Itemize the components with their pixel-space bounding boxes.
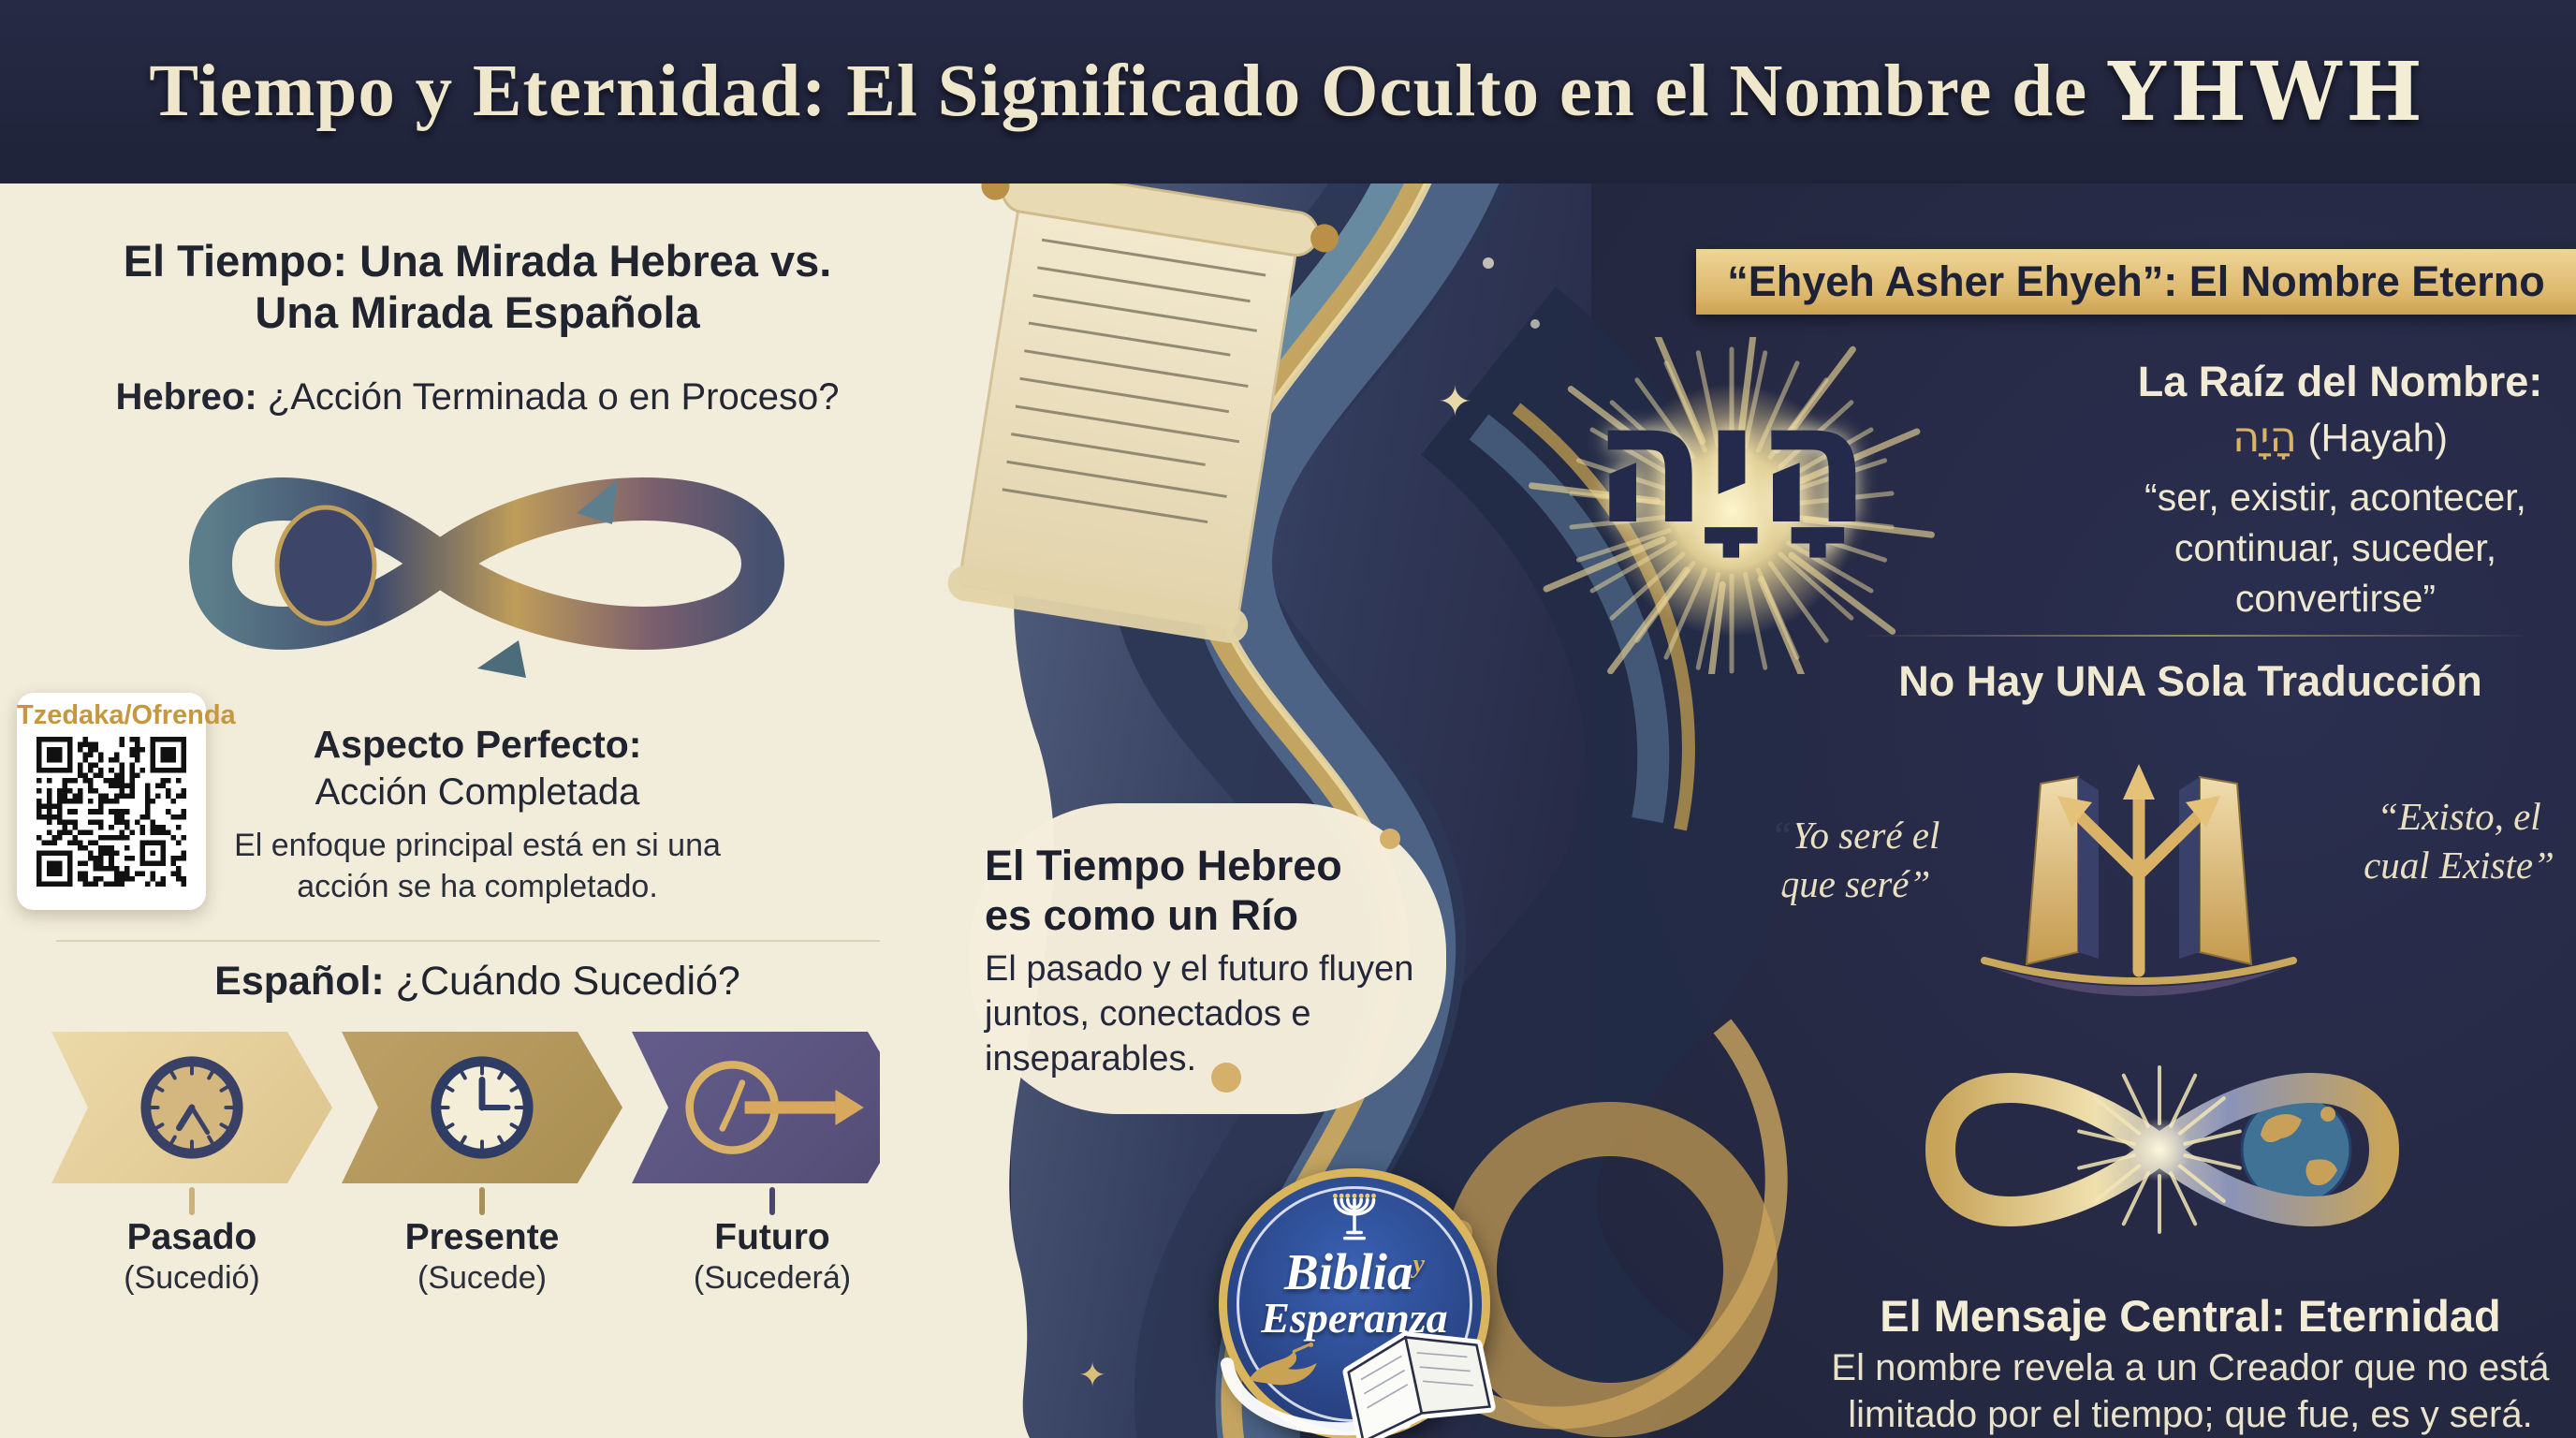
river-body: El pasado y el futuro fluyen juntos, con… [985, 949, 1414, 1078]
timeline-label-past: Pasado (Sucedió) [124, 1217, 260, 1296]
qr-card: Tzedaka/Ofrenda [17, 693, 236, 910]
dove-icon [1250, 1342, 1317, 1386]
qr-finder-patterns [37, 737, 186, 887]
timeline-label-present: Presente (Sucede) [404, 1217, 560, 1296]
heading-line2: Una Mirada Española [255, 286, 700, 337]
message-title: El Mensaje Central: Eternidad [1880, 1291, 2501, 1341]
horizontal-divider [56, 940, 899, 942]
header-bar: Tiempo y Eternidad: El Significado Ocult… [0, 0, 2576, 186]
ministry-logo-badge: Bibliay Esperanza [1219, 1168, 1496, 1438]
aspect-body: El enfoque principal está en si una acci… [234, 828, 721, 904]
qr-label: Tzedaka/Ofrenda [17, 700, 236, 730]
qr-code [37, 737, 186, 887]
timeline-chevron-present [342, 1032, 622, 1183]
hebrew-hayah-large: הָיָה [1592, 367, 1871, 561]
aspect-subtitle: Acción Completada [315, 771, 640, 813]
hebrew-hayah-small: הָיָה [2232, 412, 2297, 462]
timeline [51, 1032, 913, 1183]
page-title: Tiempo y Eternidad: El Significado Ocult… [149, 51, 2088, 132]
root-meanings-quote: “ser, existir, acontecer, continuar, suc… [2144, 476, 2526, 621]
hebrew-label: Hebreo: [115, 376, 257, 418]
quote-yo-sere: “Yo seré el que seré” [1770, 814, 1940, 906]
open-book-icon [1342, 1331, 1496, 1438]
hebrew-question: Hebreo: ¿Acción Terminada o en Proceso? [115, 376, 840, 418]
torah-scroll-icon [947, 183, 1339, 643]
right-divider [1867, 635, 2523, 637]
timeline-tick [479, 1187, 485, 1215]
message-body: El nombre revela a un Creador que no est… [1831, 1347, 2550, 1436]
clock-icon [140, 1056, 243, 1159]
root-hebrew-line: הָיָה (Hayah) [2232, 412, 2448, 462]
left-section-heading: El Tiempo: Una Mirada Hebrea vs. Una Mir… [66, 236, 889, 338]
text-blob [969, 803, 1446, 1114]
logo-title: Bibliay [1284, 1243, 1425, 1300]
starburst-icon [1529, 337, 1935, 674]
infinity-ribbon-icon [189, 477, 784, 678]
quote-existo: “Existo, el cual Existe” [2364, 795, 2554, 888]
aspect-title: Aspecto Perfecto: [313, 723, 642, 766]
clock-forward-icon [685, 1061, 864, 1154]
heading-line1: El Tiempo: Una Mirada Hebrea vs. [123, 236, 832, 286]
branching-arrows-icon [1981, 764, 2297, 996]
spanish-label: Español: [214, 959, 385, 1004]
timeline-chevron-future [632, 1032, 913, 1183]
timeline-tick [769, 1187, 775, 1215]
infinity-globe-icon [1925, 1065, 2399, 1234]
timeline-tick [189, 1187, 195, 1215]
translation-heading: No Hay UNA Sola Traducción [1898, 657, 2482, 705]
river-title: El Tiempo Hebreo es como un Río [985, 842, 1342, 940]
root-title: La Raíz del Nombre: [2137, 358, 2543, 405]
right-section-band: “Ehyeh Asher Ehyeh”: El Nombre Eterno [1696, 249, 2576, 315]
sparkle-icon: ✦ [1078, 1357, 1106, 1395]
timeline-chevron-past [51, 1032, 332, 1183]
clock-icon [431, 1056, 534, 1159]
band-title: “Ehyeh Asher Ehyeh”: El Nombre Eterno [1727, 257, 2545, 305]
menorah-icon [1332, 1193, 1377, 1240]
sparkle-icon: ✦ [1438, 378, 1472, 426]
spanish-question: Español: ¿Cuándo Sucedió? [214, 959, 740, 1004]
page-title-accent: YHWH [2108, 44, 2427, 139]
timeline-label-future: Futuro (Sucederá) [693, 1217, 852, 1296]
